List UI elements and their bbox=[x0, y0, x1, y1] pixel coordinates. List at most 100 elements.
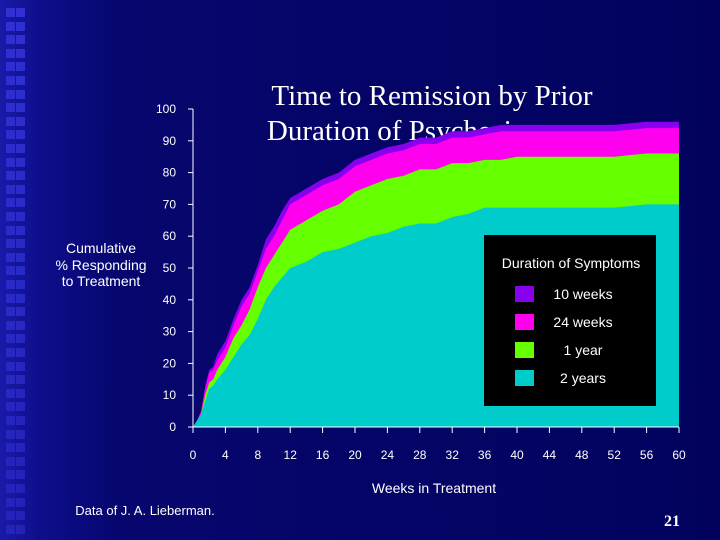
legend: Duration of Symptoms 10 weeks 24 weeks 1 ye… bbox=[484, 235, 656, 406]
decorative-square bbox=[16, 225, 25, 235]
legend-title: Duration of Symptoms bbox=[502, 255, 641, 271]
decorative-square bbox=[16, 21, 25, 31]
x-tick-label: 0 bbox=[190, 448, 197, 462]
decorative-square bbox=[6, 89, 15, 99]
decorative-square bbox=[6, 62, 15, 72]
decorative-square bbox=[16, 470, 25, 480]
page-number: 21 bbox=[664, 513, 680, 530]
decorative-square bbox=[16, 497, 25, 507]
decorative-square bbox=[16, 388, 25, 398]
x-tick-label: 32 bbox=[446, 448, 460, 462]
y-tick-label: 50 bbox=[163, 261, 177, 275]
decorative-square bbox=[16, 239, 25, 249]
decorative-square bbox=[6, 484, 15, 493]
decorative-square bbox=[16, 361, 25, 371]
decorative-square bbox=[6, 252, 15, 262]
decorative-square bbox=[6, 402, 15, 412]
decorative-square bbox=[16, 35, 25, 45]
decorative-square bbox=[16, 416, 25, 425]
legend-swatch-3 bbox=[515, 342, 534, 358]
decorative-square bbox=[16, 484, 25, 493]
decorative-square bbox=[6, 416, 15, 425]
x-tick-label: 52 bbox=[608, 448, 622, 462]
decorative-square bbox=[16, 252, 25, 262]
y-tick-label: 90 bbox=[163, 134, 177, 148]
decorative-square bbox=[16, 320, 25, 330]
decorative-square bbox=[16, 443, 25, 453]
decorative-square bbox=[16, 198, 25, 208]
decorative-square bbox=[6, 225, 15, 235]
x-tick-label: 44 bbox=[543, 448, 557, 462]
x-tick-label: 16 bbox=[316, 448, 330, 462]
decorative-square bbox=[16, 375, 25, 385]
decorative-square bbox=[6, 171, 15, 181]
decorative-square bbox=[16, 334, 25, 344]
decorative-square bbox=[6, 456, 15, 466]
decorative-square bbox=[16, 184, 25, 194]
decorative-square bbox=[16, 116, 25, 126]
decorative-square bbox=[16, 157, 25, 167]
decorative-square bbox=[16, 48, 25, 58]
decorative-square bbox=[16, 62, 25, 72]
y-tick-label: 20 bbox=[163, 356, 177, 370]
decorative-square bbox=[16, 293, 25, 303]
y-tick-label: 10 bbox=[163, 388, 177, 402]
legend-swatch-2 bbox=[515, 314, 534, 330]
x-tick-label: 60 bbox=[672, 448, 686, 462]
decorative-square bbox=[16, 171, 25, 181]
legend-label-3: 1 year bbox=[564, 342, 603, 358]
legend-swatch-1 bbox=[515, 286, 534, 302]
legend-label-4: 2 years bbox=[560, 370, 606, 386]
decorative-square bbox=[6, 320, 15, 330]
x-tick-label: 12 bbox=[284, 448, 298, 462]
decorative-square bbox=[6, 198, 15, 208]
legend-swatch-4 bbox=[515, 370, 534, 386]
decorative-square bbox=[6, 443, 15, 453]
legend-box bbox=[484, 235, 656, 406]
decorative-square bbox=[16, 103, 25, 113]
y-tick-label: 70 bbox=[163, 197, 177, 211]
decorative-square bbox=[16, 144, 25, 153]
y-axis-title-line-1: Cumulative bbox=[66, 240, 136, 256]
chart-title-line-1: Time to Remission by Prior bbox=[271, 80, 593, 112]
decorative-square bbox=[6, 511, 15, 521]
decorative-square bbox=[6, 280, 15, 289]
decorative-square bbox=[6, 388, 15, 398]
decorative-square bbox=[16, 402, 25, 412]
decorative-square bbox=[6, 429, 15, 439]
decorative-square bbox=[16, 89, 25, 99]
decorative-square bbox=[6, 116, 15, 126]
x-tick-label: 28 bbox=[413, 448, 427, 462]
y-axis-title-line-3: to Treatment bbox=[62, 273, 141, 289]
decorative-square bbox=[6, 266, 15, 276]
decorative-square bbox=[6, 497, 15, 507]
decorative-square bbox=[6, 470, 15, 480]
decorative-square bbox=[16, 524, 25, 534]
decorative-square bbox=[6, 184, 15, 194]
decorative-square bbox=[6, 21, 15, 31]
y-tick-label: 60 bbox=[163, 229, 177, 243]
x-tick-label: 8 bbox=[254, 448, 261, 462]
decorative-square bbox=[16, 429, 25, 439]
decorative-square bbox=[6, 524, 15, 534]
decorative-square bbox=[16, 76, 25, 85]
decorative-square bbox=[16, 266, 25, 276]
decorative-square bbox=[6, 103, 15, 113]
decorative-square bbox=[16, 307, 25, 317]
decorative-square bbox=[16, 511, 25, 521]
x-tick-label: 56 bbox=[640, 448, 654, 462]
x-tick-label: 20 bbox=[348, 448, 362, 462]
legend-label-2: 24 weeks bbox=[553, 314, 612, 330]
y-tick-label: 40 bbox=[163, 293, 177, 307]
decorative-square bbox=[6, 239, 15, 249]
y-tick-label: 30 bbox=[163, 325, 177, 339]
decorative-square bbox=[16, 130, 25, 140]
decorative-side-squares bbox=[0, 0, 30, 540]
decorative-square bbox=[16, 8, 25, 17]
x-tick-label: 24 bbox=[381, 448, 395, 462]
decorative-square bbox=[6, 334, 15, 344]
x-tick-label: 48 bbox=[575, 448, 589, 462]
y-tick-label: 100 bbox=[156, 102, 176, 116]
